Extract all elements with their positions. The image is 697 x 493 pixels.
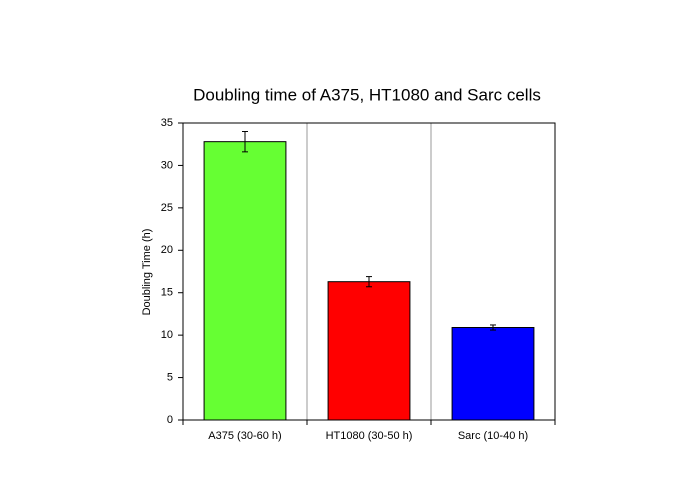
error-bar <box>366 276 372 288</box>
plot-frame <box>182 122 556 421</box>
bar <box>203 141 287 421</box>
x-tick-label: Sarc (10-40 h) <box>458 430 528 442</box>
y-tick-label: 0 <box>167 414 173 426</box>
error-bar <box>490 324 496 331</box>
y-axis-label: Doubling Time (h) <box>141 229 153 316</box>
bar <box>327 281 411 421</box>
y-tick-label: 35 <box>161 117 173 129</box>
error-bar <box>242 130 248 153</box>
y-tick-label: 25 <box>161 202 173 214</box>
y-tick-label: 5 <box>167 371 173 383</box>
x-tick-label: HT1080 (30-50 h) <box>326 430 413 442</box>
y-tick-label: 30 <box>161 159 173 171</box>
x-tick-label: A375 (30-60 h) <box>208 430 281 442</box>
y-tick-label: 15 <box>161 287 173 299</box>
y-tick-label: 10 <box>161 329 173 341</box>
y-tick-label: 20 <box>161 244 173 256</box>
bar <box>451 327 535 421</box>
chart-title: Doubling time of A375, HT1080 and Sarc c… <box>193 85 541 104</box>
